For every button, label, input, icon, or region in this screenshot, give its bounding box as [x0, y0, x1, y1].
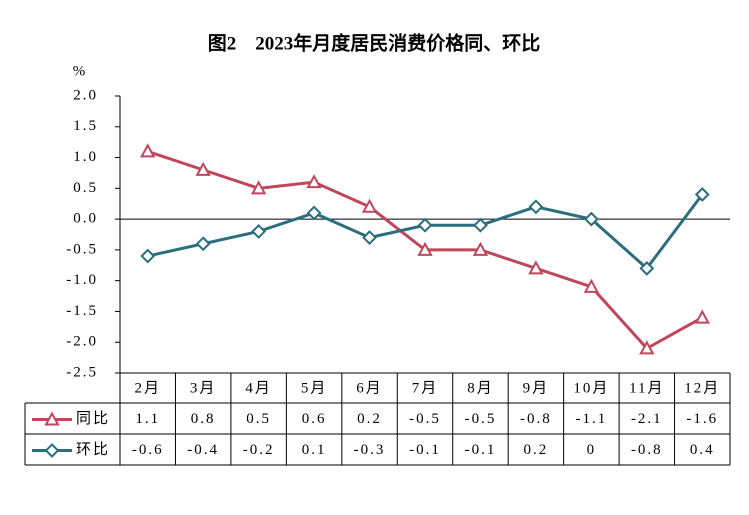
y-tick-label: -2.0 [66, 334, 98, 350]
marker [417, 217, 433, 233]
table-value: -2.1 [631, 411, 663, 427]
y-tick-label: 0.0 [73, 211, 98, 227]
marker [694, 309, 710, 324]
x-tick-label: 5月 [301, 380, 328, 396]
marker [528, 199, 544, 215]
table-value: -1.6 [686, 411, 718, 427]
table-value: -0.4 [187, 442, 219, 458]
table-value: -0.1 [465, 442, 497, 458]
table-value: -0.1 [409, 442, 441, 458]
marker [473, 217, 488, 233]
chart-title: 图2 2023年月度居民消费价格同、环比 [208, 31, 541, 54]
marker [528, 260, 544, 275]
marker [250, 180, 267, 195]
x-tick-label: 12月 [684, 380, 720, 396]
marker [306, 205, 322, 221]
legend-label: 同比 [76, 410, 110, 427]
legend-marker [44, 443, 60, 458]
table-value: 0.8 [191, 411, 216, 427]
x-tick-label: 2月 [134, 380, 161, 396]
marker [639, 260, 655, 276]
y-tick-label: -1.5 [66, 303, 98, 319]
table-value: 0.2 [524, 442, 549, 458]
table-value: -0.3 [354, 442, 386, 458]
x-tick-label: 6月 [356, 380, 383, 396]
table-value: -0.8 [520, 411, 552, 427]
y-tick-label: 1.0 [73, 149, 98, 165]
y-tick-label: 2.0 [73, 87, 98, 103]
legend-marker [44, 411, 60, 426]
table-value: 0 [587, 442, 597, 458]
y-tick-label: 0.5 [73, 180, 98, 196]
table-value: -0.2 [243, 442, 275, 458]
table-value: -1.1 [575, 411, 607, 427]
marker [362, 230, 377, 245]
x-tick-label: 9月 [523, 380, 550, 396]
x-tick-label: 3月 [190, 380, 217, 396]
y-tick-label: -0.5 [66, 241, 98, 257]
table-value: 0.1 [302, 442, 327, 458]
marker [417, 241, 433, 256]
table-value: 0.6 [302, 411, 327, 427]
marker [195, 236, 211, 252]
table-value: 1.1 [135, 411, 160, 427]
x-tick-label: 8月 [467, 380, 494, 396]
marker [583, 278, 600, 293]
marker [639, 340, 655, 355]
marker [306, 174, 322, 189]
marker [583, 211, 599, 227]
marker [361, 198, 378, 213]
x-tick-label: 10月 [573, 380, 609, 396]
y-tick-label: -1.0 [66, 272, 98, 288]
marker [472, 241, 489, 256]
marker [195, 161, 211, 176]
table-value: -0.5 [409, 411, 441, 427]
marker [694, 187, 710, 202]
y-tick-label: 1.5 [73, 118, 98, 134]
y-tick-label: -2.5 [66, 364, 98, 380]
table-value: 0.5 [246, 411, 271, 427]
table-value: 0.2 [357, 411, 382, 427]
legend-label: 环比 [76, 441, 110, 458]
marker [140, 248, 156, 264]
y-unit: % [73, 63, 88, 79]
table-value: -0.8 [631, 442, 663, 458]
table-value: 0.4 [690, 442, 715, 458]
table-value: -0.6 [132, 442, 164, 458]
marker [140, 143, 156, 158]
x-tick-label: 4月 [245, 380, 272, 396]
table-value: -0.5 [465, 411, 497, 427]
marker [251, 224, 267, 239]
x-tick-label: 11月 [629, 380, 664, 396]
x-tick-label: 7月 [412, 380, 439, 396]
